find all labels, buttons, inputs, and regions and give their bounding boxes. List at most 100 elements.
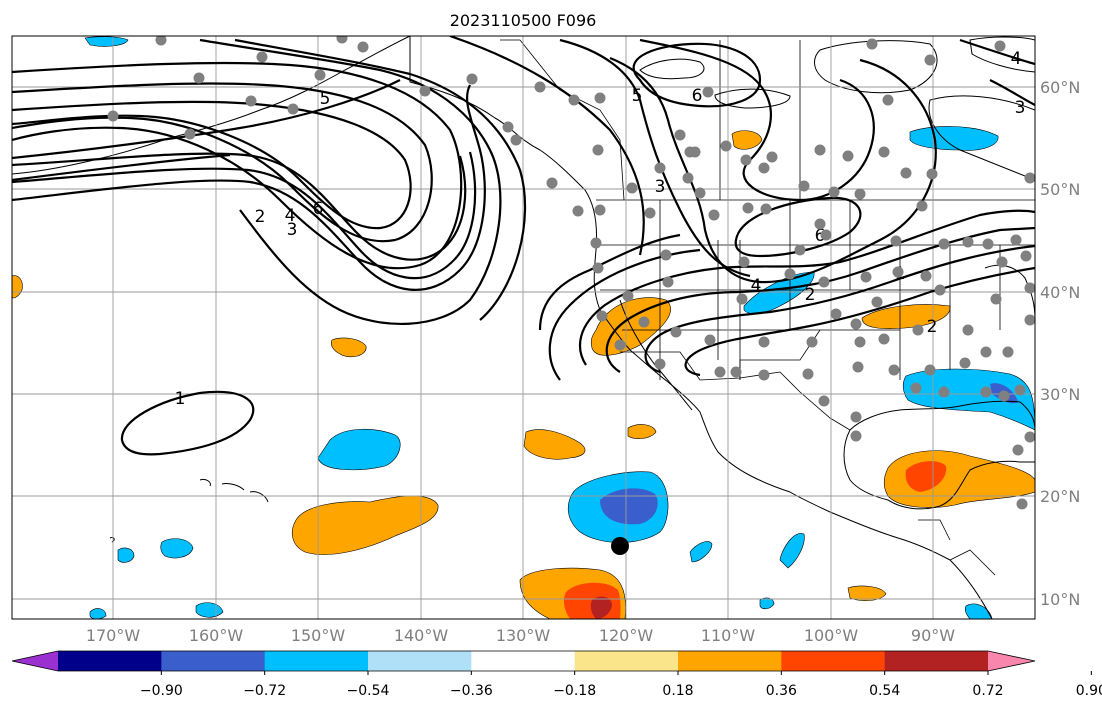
station-marker	[510, 134, 522, 146]
station-marker	[814, 144, 826, 156]
station-marker	[155, 36, 167, 46]
map-title: 2023110500 F096	[450, 11, 597, 30]
lon-label: 110°W	[701, 626, 756, 645]
station-marker	[888, 364, 900, 376]
shade-orange-bc	[731, 130, 763, 150]
colorbar-segment	[471, 651, 576, 671]
station-marker	[871, 296, 883, 308]
station-marker	[546, 177, 558, 189]
station-marker	[784, 268, 796, 280]
shade-blue-small-4	[89, 608, 107, 619]
station-marker	[760, 203, 772, 215]
colorbar-segment	[264, 651, 369, 671]
map-panel: 5 4 3 2 6 5 4 6 3 2 1 6 3 4 2 1	[12, 36, 1035, 619]
shade-orange-midwest	[861, 304, 951, 329]
station-marker	[794, 244, 806, 256]
station-marker	[998, 390, 1010, 402]
contour-label: 6	[815, 226, 826, 246]
anomaly-shading	[12, 36, 1035, 619]
station-marker	[854, 188, 866, 200]
colorbar-segment	[781, 651, 886, 671]
station-marker	[740, 154, 752, 166]
station-marker	[708, 209, 720, 221]
lon-label: 170°W	[86, 626, 141, 645]
contour-label: 2	[255, 207, 266, 227]
shade-blue-small-8	[964, 603, 993, 619]
station-marker	[184, 128, 196, 140]
station-marker	[866, 38, 878, 50]
station-marker	[702, 86, 714, 98]
colorbar-tick-label: 0.90	[1076, 683, 1102, 699]
lon-label: 100°W	[804, 626, 859, 645]
shade-blue-small-1	[160, 538, 194, 559]
shade-orange-small-1	[330, 337, 367, 358]
station-marker	[878, 146, 890, 158]
station-marker	[852, 361, 864, 373]
station-marker	[638, 316, 650, 328]
station-marker	[626, 182, 638, 194]
station-marker	[594, 204, 606, 216]
station-marker	[572, 205, 584, 217]
contour-labels: 5 4 3 2 6 5 4 6 3 2 1 6 3 4 2 1	[175, 49, 1026, 409]
station-marker	[357, 41, 369, 53]
colorbar-tick-label: 0.18	[662, 683, 693, 699]
station-marker	[742, 202, 754, 214]
contour-label: 4	[1011, 49, 1022, 69]
lon-label: 120°W	[599, 626, 654, 645]
station-marker	[850, 430, 862, 442]
station-marker	[662, 276, 674, 288]
shade-blue-small-2	[117, 547, 135, 563]
shade-blue-small-6	[779, 533, 805, 569]
station-marker	[994, 40, 1006, 52]
colorbar-outline	[11, 650, 1036, 672]
shade-red-gulf	[905, 461, 947, 492]
station-marker	[245, 95, 257, 107]
station-marker	[568, 94, 580, 106]
colorbar-tick-label: 0.54	[869, 683, 900, 699]
station-marker	[738, 256, 750, 268]
station-marker	[714, 366, 726, 378]
station-marker	[820, 229, 832, 241]
station-marker	[980, 386, 992, 398]
shade-blue-small-7	[759, 597, 775, 610]
station-marker	[256, 51, 268, 63]
station-marker	[962, 236, 974, 248]
longitude-labels: 170°W 160°W 150°W 140°W 130°W 120°W 110°…	[86, 626, 955, 645]
station-marker	[916, 200, 928, 212]
station-marker	[1014, 384, 1026, 396]
station-marker	[850, 318, 862, 330]
station-marker	[814, 218, 826, 230]
contour-label: 3	[1015, 98, 1026, 118]
station-marker	[730, 366, 742, 378]
lat-label: 10°N	[1040, 590, 1080, 609]
station-marker	[982, 238, 994, 250]
colorbar-segment	[884, 651, 989, 671]
station-marker	[892, 266, 904, 278]
station-marker	[920, 270, 932, 282]
station-marker	[900, 167, 912, 179]
station-marker	[890, 235, 902, 247]
station-marker	[592, 262, 604, 274]
station-marker	[1012, 444, 1024, 456]
shade-darkblue-storm	[600, 488, 658, 525]
station-marker	[682, 172, 694, 184]
station-marker	[860, 271, 872, 283]
station-marker	[336, 36, 348, 44]
colorbar-tick-label: 0.36	[766, 683, 797, 699]
station-marker	[594, 92, 606, 104]
shade-blue-small-5	[689, 541, 713, 563]
contour-label: 6	[692, 86, 703, 106]
station-marker	[878, 333, 890, 345]
station-marker	[314, 69, 326, 81]
lat-label: 40°N	[1040, 283, 1080, 302]
station-marker	[766, 151, 778, 163]
colorbar: −0.90 −0.72 −0.54 −0.36 −0.18 0.18 0.36 0.54 0.7…	[11, 650, 1102, 699]
station-marker	[107, 110, 119, 122]
lat-label: 30°N	[1040, 385, 1080, 404]
lon-label: 150°W	[291, 626, 346, 645]
shade-orange-east-pacific	[523, 429, 586, 460]
station-marker	[818, 276, 830, 288]
station-marker	[924, 364, 936, 376]
shade-darkred-south	[590, 596, 612, 619]
station-marker	[924, 54, 936, 66]
